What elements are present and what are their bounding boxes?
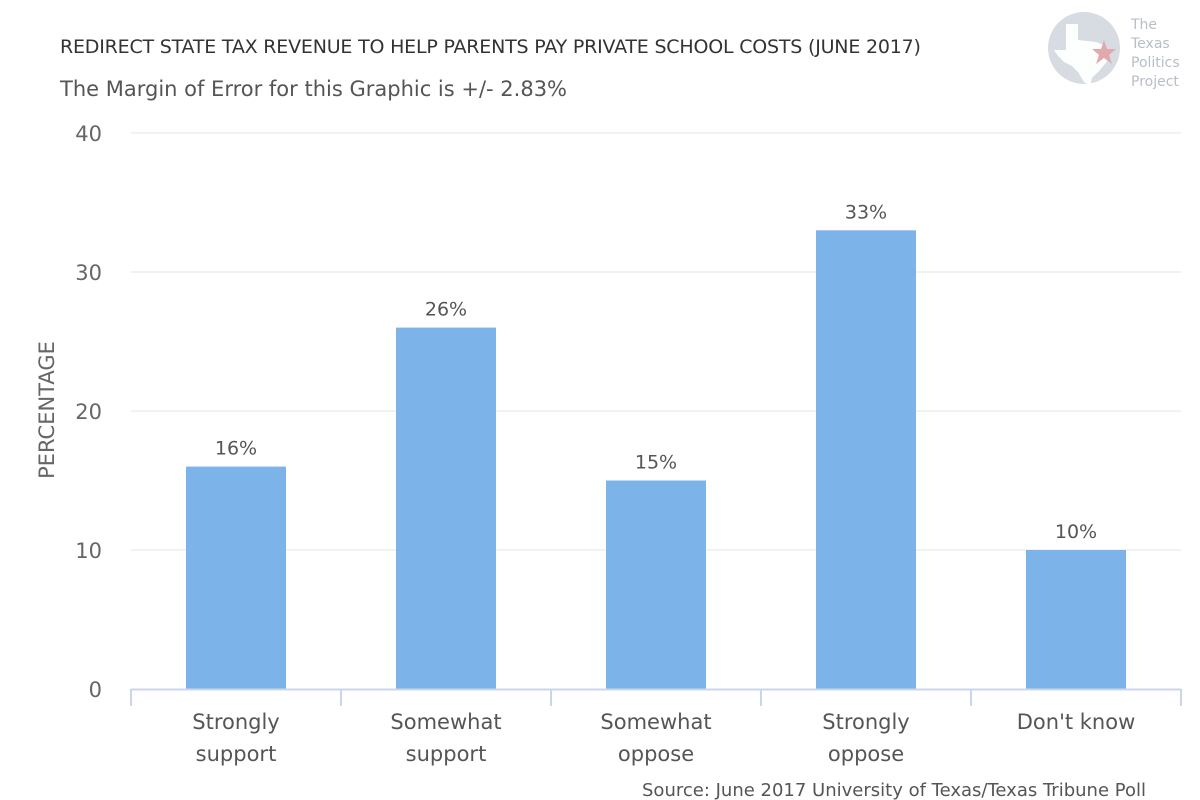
bar [816, 230, 916, 690]
category-label-line: Somewhat [600, 710, 711, 734]
bar [1026, 550, 1126, 689]
logo-text-line: The [1131, 17, 1158, 33]
logo-text: The Texas Politics Project [1131, 16, 1180, 92]
category-label-line: oppose [618, 742, 694, 766]
category-label: Strongly oppose [822, 710, 910, 766]
logo-star-icon [1092, 40, 1116, 64]
texas-shape-icon [1054, 24, 1108, 86]
category-label-line: support [196, 742, 277, 766]
y-tick-label: 0 [89, 678, 102, 702]
source-note: Source: June 2017 University of Texas/Te… [642, 780, 1146, 800]
bars [186, 230, 1126, 690]
y-tick-label: 30 [75, 261, 102, 285]
category-label-line: oppose [828, 742, 904, 766]
category-label: Strongly support [192, 710, 280, 766]
y-tick-label: 20 [75, 400, 102, 424]
bar [396, 327, 496, 689]
data-label: 26% [425, 299, 467, 321]
category-label: Somewhat oppose [600, 710, 711, 766]
y-axis-title: PERCENTAGE [35, 341, 59, 479]
x-axis [130, 688, 1182, 706]
data-label: 15% [635, 452, 677, 474]
category-label-line: support [406, 742, 487, 766]
bar [186, 466, 286, 689]
texas-politics-project-logo [1048, 12, 1120, 86]
data-label: 16% [215, 438, 257, 460]
category-label-line: Don't know [1017, 710, 1136, 734]
y-tick-label: 10 [75, 539, 102, 563]
logo-text-line: Project [1131, 74, 1179, 90]
logo-text-line: Politics [1131, 55, 1180, 71]
category-label-line: Somewhat [390, 710, 501, 734]
category-label: Somewhat support [390, 710, 501, 766]
y-tick-label: 40 [75, 122, 102, 146]
category-label-line: Strongly [192, 710, 280, 734]
logo-text-line: Texas [1131, 36, 1170, 52]
bar [606, 480, 706, 689]
data-label: 10% [1055, 521, 1097, 543]
data-label: 33% [845, 201, 887, 223]
chart-subtitle: The Margin of Error for this Graphic is … [60, 77, 568, 101]
chart-title: REDIRECT STATE TAX REVENUE TO HELP PAREN… [60, 36, 921, 58]
category-label: Don't know [1017, 710, 1136, 734]
category-label-line: Strongly [822, 710, 910, 734]
